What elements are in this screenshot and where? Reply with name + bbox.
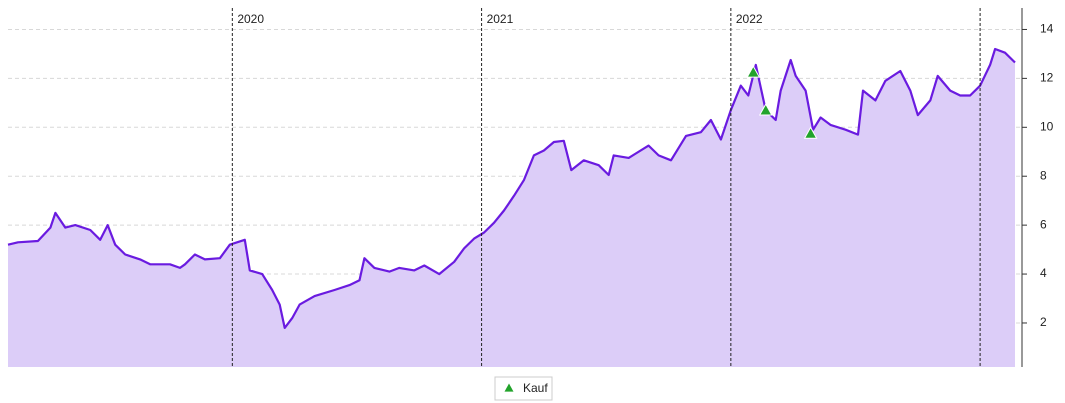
buy-marker <box>758 103 773 116</box>
buy-marker <box>803 126 818 139</box>
legend-label: Kauf <box>523 381 548 395</box>
area <box>8 49 1015 367</box>
y-tick-label: 4 <box>1040 266 1047 280</box>
legend-marker <box>504 383 514 392</box>
x-tick-label: 2021 <box>487 12 514 26</box>
line <box>7 47 1016 329</box>
y-tick-label: 12 <box>1040 71 1054 85</box>
y-tick-label: 6 <box>1040 217 1047 231</box>
y-tick-label: 10 <box>1040 119 1054 133</box>
x-tick-label: 2020 <box>237 12 264 26</box>
legend: Kauf <box>494 376 553 401</box>
y-tick-label: 14 <box>1040 22 1054 36</box>
buy-marker <box>746 65 761 78</box>
y-tick-label: 8 <box>1040 168 1047 182</box>
x-tick-label: 2022 <box>736 12 763 26</box>
y-tick-label: 2 <box>1040 315 1047 329</box>
legend-box <box>494 376 553 401</box>
